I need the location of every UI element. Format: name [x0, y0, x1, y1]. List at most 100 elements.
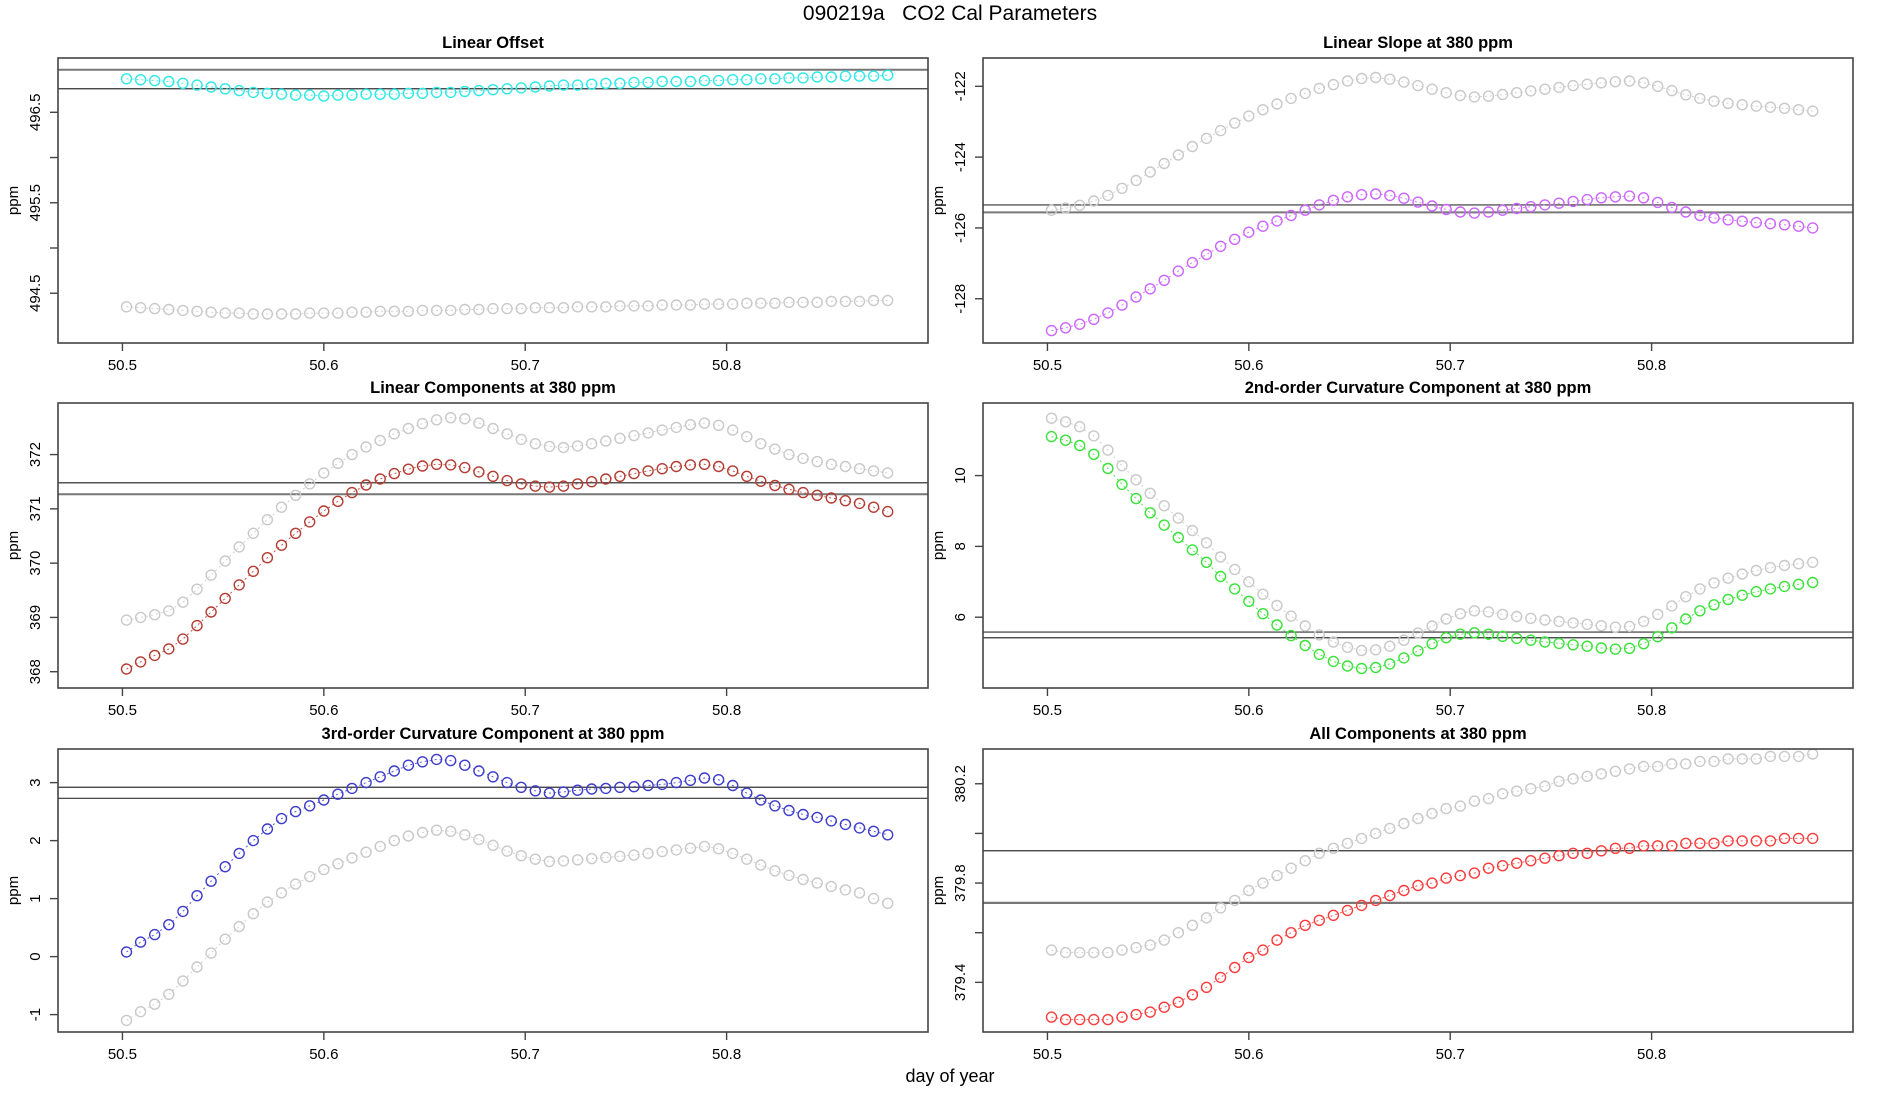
- data-point: [1384, 640, 1396, 652]
- x-axis: 50.5 50.6 50.7 50.8: [1033, 343, 1666, 374]
- data-point: [1355, 832, 1368, 845]
- data-point: [1313, 199, 1326, 211]
- data-point: [1341, 904, 1354, 917]
- data-point: [346, 852, 358, 864]
- data-point: [1764, 583, 1777, 595]
- data-point: [1369, 827, 1382, 840]
- data-point: [1764, 217, 1777, 230]
- data-point: [684, 842, 697, 854]
- data-point: [1454, 869, 1467, 882]
- data-point: [374, 305, 386, 317]
- data-point: [289, 878, 302, 890]
- y-tick-label: 8: [952, 542, 969, 550]
- reference-lines: [58, 68, 928, 90]
- y-tick-label: 6: [952, 613, 969, 621]
- data-point: [586, 783, 598, 795]
- data-point: [332, 457, 344, 469]
- data-point: [1426, 620, 1438, 632]
- series-line: [1051, 753, 1813, 954]
- data-point: [430, 304, 443, 317]
- data-point: [275, 812, 288, 825]
- data-point: [1369, 71, 1382, 84]
- data-point: [247, 565, 260, 577]
- data-point: [811, 811, 823, 824]
- data-point: [275, 501, 288, 513]
- data-point: [670, 299, 682, 311]
- data-point: [515, 82, 527, 94]
- data-point: [529, 438, 541, 450]
- data-point: [628, 429, 640, 442]
- data-point: [1510, 86, 1523, 99]
- data-point: [1581, 770, 1593, 782]
- x-tick-label: 50.8: [1637, 702, 1666, 719]
- data-point: [1482, 862, 1495, 874]
- y-tick-label: -128: [952, 284, 969, 314]
- data-point: [346, 782, 358, 795]
- data-point: [1609, 75, 1622, 88]
- data-point: [501, 83, 513, 95]
- data-point: [134, 611, 147, 624]
- data-point: [163, 303, 175, 316]
- data-point: [797, 486, 809, 499]
- data-point: [318, 90, 330, 102]
- data-point: [727, 779, 739, 792]
- data-point: [600, 851, 612, 864]
- data-point: [275, 539, 288, 551]
- data-point: [1567, 79, 1579, 92]
- data-point: [614, 470, 626, 482]
- data-point: [120, 1014, 133, 1027]
- data-point: [1341, 660, 1354, 672]
- data-point: [1158, 274, 1170, 286]
- y-axis-title: ppm: [930, 531, 947, 560]
- data-point: [1581, 847, 1593, 859]
- data-point: [529, 81, 541, 93]
- data-point: [388, 467, 400, 480]
- data-point: [289, 489, 302, 501]
- data-point: [642, 427, 654, 439]
- data-point: [783, 483, 795, 495]
- data-point: [670, 460, 682, 473]
- data-point: [191, 961, 203, 973]
- data-point: [1384, 73, 1396, 85]
- panel-border: [982, 402, 1854, 689]
- data-point: [1088, 1013, 1100, 1026]
- data-point: [1792, 578, 1805, 590]
- data-point: [1116, 1011, 1128, 1023]
- data-point: [1116, 299, 1128, 311]
- data-point: [712, 843, 725, 855]
- x-axis: 50.5 50.6 50.7 50.8: [108, 343, 741, 374]
- data-point: [614, 850, 626, 862]
- data-point: [1510, 857, 1523, 869]
- data-point: [1482, 628, 1495, 640]
- series-line: [126, 758, 888, 953]
- data-point: [304, 307, 316, 319]
- data-point: [1200, 912, 1213, 924]
- data-point: [656, 463, 668, 475]
- data-point: [853, 497, 866, 510]
- data-point: [571, 478, 584, 490]
- data-point: [1454, 608, 1467, 620]
- data-point: [1806, 556, 1819, 568]
- data-point: [642, 847, 654, 860]
- y-axis: -128 -126 -124 -122: [952, 71, 983, 314]
- data-point: [318, 794, 330, 806]
- data-point: [1341, 641, 1354, 653]
- data-point: [1341, 837, 1354, 849]
- data-point: [219, 592, 231, 605]
- data-point: [825, 815, 837, 827]
- data-point: [1637, 615, 1650, 628]
- data-point: [388, 88, 400, 100]
- data-point: [614, 781, 626, 793]
- data-point: [1694, 755, 1706, 768]
- data-point: [1158, 519, 1170, 531]
- data-point: [811, 71, 823, 83]
- data-point: [205, 306, 217, 318]
- data-point: [586, 476, 598, 488]
- data-point: [1468, 605, 1481, 617]
- data-point: [1581, 193, 1593, 206]
- data-point: [487, 422, 499, 435]
- data-point: [1398, 76, 1410, 88]
- data-point: [1750, 586, 1763, 598]
- data-point: [1172, 512, 1185, 524]
- data-point: [1595, 845, 1608, 857]
